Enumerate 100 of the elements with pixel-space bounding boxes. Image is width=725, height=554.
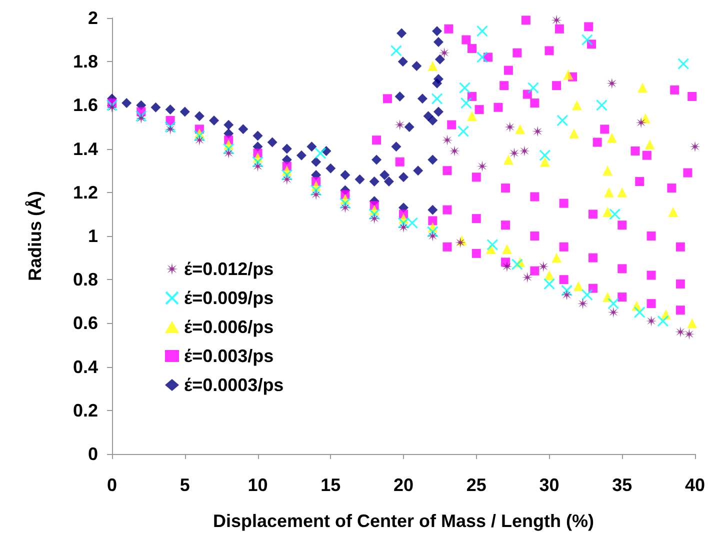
point bbox=[515, 124, 526, 134]
point bbox=[423, 111, 434, 122]
point bbox=[340, 202, 351, 214]
y-tick-label: 0.4 bbox=[72, 356, 98, 377]
x-tick-label: 35 bbox=[612, 475, 632, 495]
point bbox=[504, 122, 516, 132]
point bbox=[668, 207, 678, 218]
point bbox=[561, 289, 572, 300]
point bbox=[433, 36, 444, 47]
x-tick-label: 30 bbox=[539, 475, 560, 495]
point bbox=[222, 143, 234, 155]
y-tick-label: 1.2 bbox=[72, 182, 98, 202]
point bbox=[577, 298, 588, 310]
legend-label: έ=0.006/ps bbox=[184, 317, 274, 337]
point bbox=[674, 326, 686, 338]
point bbox=[460, 97, 472, 109]
point bbox=[527, 82, 540, 94]
point bbox=[432, 78, 442, 88]
point bbox=[310, 184, 322, 196]
point bbox=[581, 289, 593, 301]
point bbox=[684, 328, 695, 340]
point bbox=[223, 148, 234, 159]
point bbox=[602, 207, 613, 218]
legend-label: έ=0.0003/ps bbox=[184, 375, 284, 395]
point bbox=[687, 318, 698, 328]
point bbox=[428, 204, 438, 215]
point bbox=[354, 174, 365, 184]
point bbox=[164, 124, 176, 135]
point bbox=[508, 148, 520, 159]
point bbox=[634, 306, 646, 318]
legend-label: έ=0.009/ps bbox=[184, 288, 274, 308]
y-tick-label: 1.6 bbox=[72, 95, 98, 116]
point bbox=[467, 111, 478, 122]
point bbox=[458, 82, 471, 94]
point bbox=[209, 115, 220, 126]
point bbox=[391, 142, 402, 152]
y-tick-label: 1.4 bbox=[72, 138, 98, 159]
x-tick-label: 0 bbox=[106, 475, 118, 495]
point bbox=[311, 156, 322, 167]
point bbox=[454, 237, 466, 248]
point bbox=[281, 169, 293, 181]
point bbox=[457, 126, 470, 138]
point bbox=[644, 139, 655, 150]
point bbox=[368, 213, 380, 224]
point bbox=[544, 270, 554, 280]
point bbox=[194, 130, 206, 142]
point bbox=[427, 230, 438, 242]
point bbox=[314, 147, 326, 159]
point bbox=[438, 47, 450, 58]
point bbox=[136, 112, 147, 124]
point bbox=[636, 117, 647, 128]
point bbox=[339, 198, 351, 210]
point bbox=[569, 128, 580, 139]
point bbox=[238, 124, 248, 134]
point bbox=[412, 60, 422, 71]
point bbox=[406, 217, 418, 229]
point bbox=[150, 102, 161, 112]
x-axis-title: Displacement of Center of Mass / Length (%) bbox=[212, 511, 594, 531]
x-tick-label: 5 bbox=[180, 475, 190, 495]
point bbox=[428, 115, 438, 126]
point bbox=[552, 252, 562, 263]
point bbox=[296, 150, 306, 160]
point bbox=[476, 51, 488, 64]
point bbox=[368, 208, 380, 220]
point bbox=[428, 154, 438, 165]
legend-label: έ=0.003/ps bbox=[184, 346, 274, 366]
point bbox=[194, 111, 204, 122]
y-tick-label: 0.8 bbox=[72, 270, 98, 290]
x-tick-label: 40 bbox=[684, 475, 706, 495]
point bbox=[608, 298, 620, 310]
point bbox=[532, 126, 544, 137]
point bbox=[165, 104, 176, 115]
point bbox=[417, 94, 428, 104]
point bbox=[372, 154, 382, 165]
y-tick-label: 0 bbox=[88, 444, 98, 464]
point bbox=[581, 34, 593, 46]
point bbox=[122, 98, 132, 108]
point bbox=[369, 176, 380, 186]
point bbox=[551, 14, 562, 26]
point bbox=[180, 106, 190, 117]
point bbox=[384, 176, 394, 186]
point bbox=[194, 134, 205, 146]
point bbox=[252, 130, 263, 141]
point bbox=[556, 114, 568, 126]
point bbox=[252, 156, 264, 168]
point bbox=[281, 174, 292, 185]
point bbox=[511, 258, 523, 270]
point bbox=[252, 160, 264, 172]
point bbox=[164, 121, 176, 133]
point bbox=[678, 58, 690, 70]
y-axis-title: Radius (Å) bbox=[25, 190, 45, 281]
point bbox=[646, 316, 657, 327]
point bbox=[326, 163, 336, 174]
point bbox=[394, 119, 406, 130]
point bbox=[606, 132, 617, 143]
point bbox=[596, 99, 608, 111]
y-tick-label: 0.2 bbox=[72, 400, 98, 420]
point bbox=[428, 60, 438, 71]
point bbox=[282, 144, 292, 154]
point bbox=[563, 70, 574, 80]
